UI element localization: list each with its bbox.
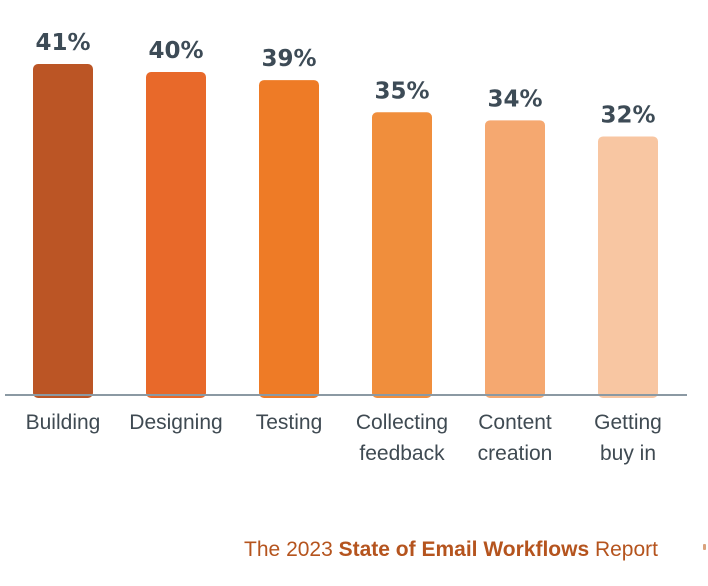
category-label-line: creation (478, 442, 553, 465)
caption-report-name: State of Email Workflows (338, 538, 590, 561)
category-label-0: Building (26, 411, 101, 434)
category-label-2: Testing (256, 411, 323, 434)
category-label-line: Collecting (356, 411, 448, 434)
caption-suffix: Report (589, 538, 658, 561)
bar-2 (259, 80, 319, 398)
category-label-line: Building (26, 411, 101, 434)
category-label-line: Testing (256, 411, 323, 434)
caption-prefix: The 2023 (244, 538, 339, 561)
value-label-4: 34% (487, 86, 542, 112)
category-labels-group: Building Designing Testing Collecting feedba… (26, 411, 662, 465)
category-label-line: Designing (129, 411, 222, 434)
value-label-1: 40% (148, 38, 203, 64)
category-label-3: Collecting feedback (356, 411, 448, 465)
value-labels-group: 41% 40% 39% 35% 34% 32% (35, 30, 655, 128)
value-label-2: 39% (261, 46, 316, 72)
category-label-line: feedback (359, 442, 445, 465)
category-label-5: Getting buy in (594, 411, 662, 465)
bars-group (33, 64, 658, 399)
category-label-line: Content (478, 411, 552, 434)
category-label-4: Content creation (478, 411, 553, 465)
bar-4 (485, 120, 545, 398)
bar-3 (372, 112, 432, 398)
report-caption: The 2023 State of Email Workflows Report (244, 538, 658, 562)
category-label-1: Designing (129, 411, 222, 434)
corner-mark (703, 544, 706, 550)
bar-1 (146, 72, 206, 399)
value-label-5: 32% (600, 102, 655, 128)
value-label-0: 41% (35, 30, 90, 56)
bar-0 (33, 64, 93, 398)
bar-5 (598, 136, 658, 398)
category-label-line: Getting (594, 411, 662, 434)
category-label-line: buy in (600, 442, 656, 465)
value-label-3: 35% (374, 78, 429, 104)
